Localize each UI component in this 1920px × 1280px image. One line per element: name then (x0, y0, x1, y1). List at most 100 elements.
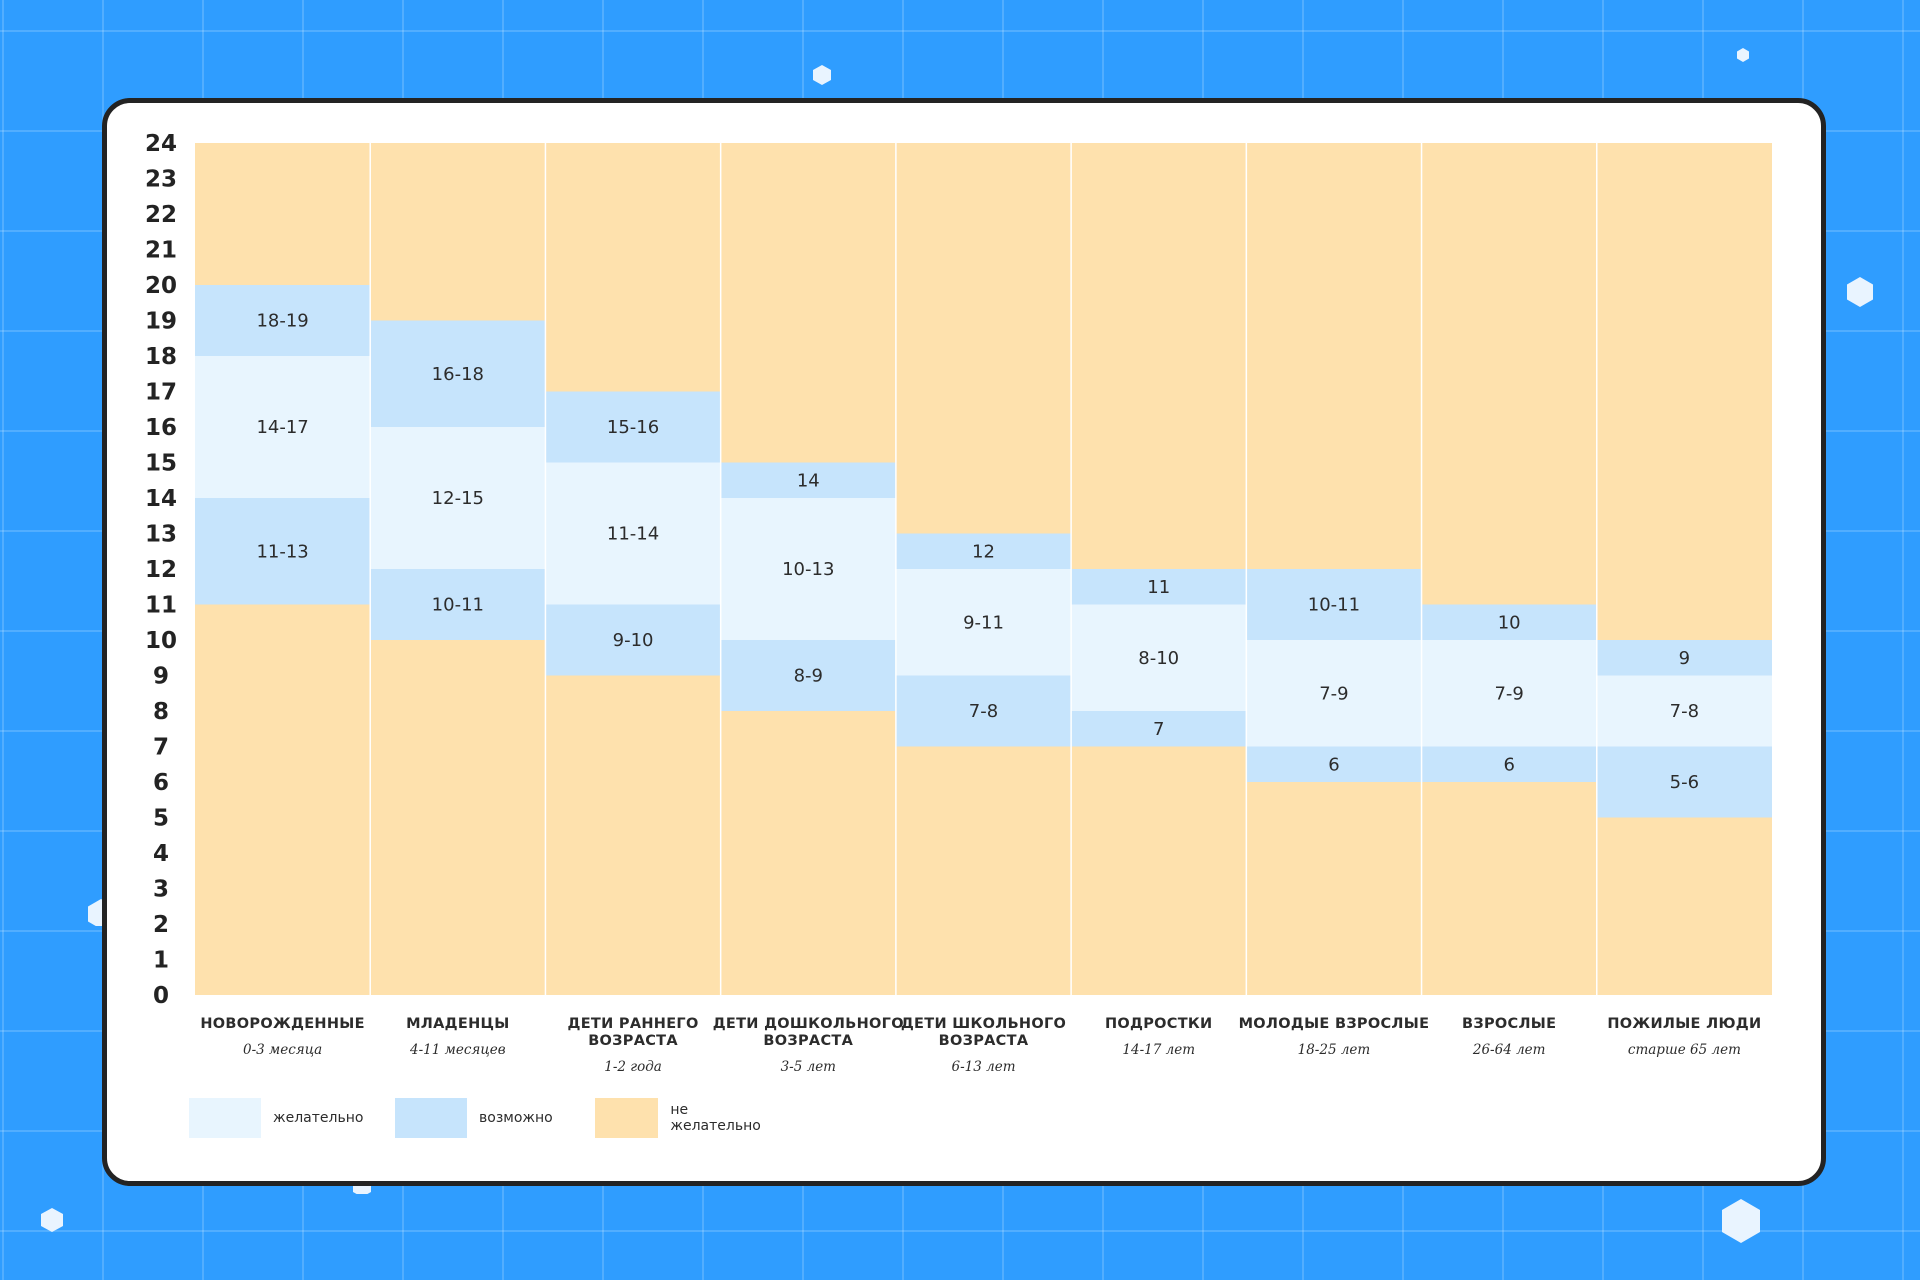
category-name: ВОЗРАСТА (763, 1033, 853, 1049)
sleep-duration-chart: 11-13 14-17 18-19 10-11 12-15 16-18 9-10 11-14 1… (145, 131, 1772, 1075)
segment-value-label: 8-10 (1138, 648, 1179, 669)
y-tick-label: 11 (145, 593, 177, 619)
y-tick-label: 15 (145, 451, 177, 477)
category-column: 7 8-10 11 (1070, 143, 1247, 995)
segment-value-label: 7-8 (969, 701, 998, 722)
category-age-range: 4-11 месяцев (409, 1042, 506, 1058)
possible-band (720, 640, 896, 711)
category-name: ВОЗРАСТА (939, 1033, 1029, 1049)
segment-value-label: 6 (1328, 754, 1339, 775)
segment-value-label: 5-6 (1670, 772, 1699, 793)
y-tick-label: 19 (145, 309, 177, 335)
legend-item-not-recommended: не желательно (595, 1098, 769, 1138)
category-name: ПОДРОСТКИ (1105, 1016, 1213, 1032)
recommended-band (545, 462, 721, 605)
category-age-range: 18-25 лет (1298, 1042, 1371, 1058)
hexagon-decoration (1737, 48, 1749, 62)
legend-label: не желательно (670, 1102, 761, 1134)
possible-band (1596, 640, 1772, 676)
segment-value-label: 12-15 (432, 488, 484, 509)
possible-band (370, 569, 546, 640)
y-tick-label: 0 (153, 983, 169, 1009)
category-column: 8-9 10-13 14 (719, 143, 896, 995)
category-age-range: 3-5 лет (781, 1059, 836, 1075)
legend-swatch (395, 1098, 467, 1138)
y-tick-label: 21 (145, 238, 177, 264)
segment-value-label: 7-8 (1670, 701, 1699, 722)
segment-value-label: 10-13 (782, 559, 834, 580)
recommended-band (370, 427, 546, 569)
y-tick-label: 20 (145, 273, 177, 299)
segment-value-label: 10-11 (432, 595, 484, 616)
recommended-band (1246, 640, 1422, 747)
segment-value-label: 14-17 (256, 417, 308, 438)
y-tick-label: 9 (153, 664, 169, 690)
recommended-band (1421, 640, 1597, 747)
y-tick-label: 16 (145, 415, 177, 441)
segment-value-label: 12 (972, 541, 995, 562)
segment-value-label: 16-18 (432, 364, 484, 385)
possible-band (1071, 569, 1247, 605)
legend-label: возможно (479, 1110, 553, 1126)
y-tick-label: 3 (153, 877, 169, 903)
category-name: МОЛОДЫЕ ВЗРОСЛЫЕ (1239, 1016, 1430, 1032)
possible-band (1596, 746, 1772, 818)
y-tick-label: 4 (153, 841, 169, 867)
possible-band (545, 604, 721, 676)
segment-value-label: 9-10 (613, 630, 654, 651)
chart-bars: 11-13 14-17 18-19 10-11 12-15 16-18 9-10 11-14 1… (195, 143, 1772, 995)
x-axis-labels: НОВОРОЖДЕННЫЕ 0-3 месяца МЛАДЕНЦЫ 4-11 меся… (200, 1016, 1761, 1075)
segment-value-label: 6 (1503, 754, 1514, 775)
recommended-band (720, 498, 896, 640)
possible-band (195, 285, 371, 356)
category-name: НОВОРОЖДЕННЫЕ (200, 1016, 364, 1032)
legend-swatch (189, 1098, 261, 1138)
legend-item-possible: возможно (395, 1098, 553, 1138)
segment-value-label: 15-16 (607, 417, 659, 438)
segment-value-label: 11-13 (256, 541, 308, 562)
hexagon-decoration (1722, 1199, 1760, 1243)
category-column: 10-11 12-15 16-18 (369, 143, 546, 995)
segment-value-label: 18-19 (256, 311, 308, 332)
possible-band (1246, 746, 1422, 782)
category-age-range: 6-13 лет (951, 1059, 1015, 1075)
category-column: 6 7-9 10 (1420, 143, 1597, 995)
hexagon-decoration (813, 65, 831, 85)
category-column: 6 7-9 10-11 (1245, 143, 1422, 995)
possible-band (545, 391, 721, 463)
legend-label: желательно (273, 1110, 364, 1126)
chart-card: 11-13 14-17 18-19 10-11 12-15 16-18 9-10 11-14 1… (102, 98, 1826, 1186)
segment-value-label: 7-9 (1494, 683, 1523, 704)
recommended-band (195, 356, 371, 498)
legend-item-recommended: желательно (189, 1098, 363, 1138)
y-tick-label: 14 (145, 486, 177, 512)
y-tick-label: 7 (153, 735, 169, 761)
possible-band (720, 462, 896, 498)
possible-band (1421, 746, 1597, 782)
category-age-range: 1-2 года (604, 1059, 662, 1075)
y-tick-label: 13 (145, 522, 177, 548)
hexagon-decoration (41, 1208, 63, 1232)
legend-swatch (595, 1098, 659, 1138)
category-column: 11-13 14-17 18-19 (195, 143, 371, 995)
y-tick-label: 6 (153, 770, 169, 796)
category-name: ДЕТИ ШКОЛЬНОГО (901, 1016, 1066, 1032)
recommended-band (1596, 675, 1772, 747)
segment-value-label: 8-9 (794, 666, 823, 687)
y-tick-label: 8 (153, 699, 169, 725)
segment-value-label: 11 (1147, 577, 1170, 598)
y-tick-label: 12 (145, 557, 177, 583)
y-tick-label: 10 (145, 628, 177, 654)
category-name: МЛАДЕНЦЫ (406, 1016, 510, 1032)
category-name: ДЕТИ РАННЕГО (568, 1016, 699, 1032)
category-name: ВОЗРАСТА (588, 1033, 678, 1049)
y-tick-label: 2 (153, 912, 169, 938)
y-tick-label: 17 (145, 380, 177, 406)
y-tick-label: 1 (153, 948, 169, 974)
possible-band (370, 320, 546, 427)
segment-value-label: 10-11 (1308, 595, 1360, 616)
recommended-band (895, 569, 1072, 676)
category-age-range: 26-64 лет (1472, 1042, 1546, 1058)
not-recommended-band (1421, 143, 1597, 995)
category-name: ДЕТИ ДОШКОЛЬНОГО (713, 1016, 904, 1032)
